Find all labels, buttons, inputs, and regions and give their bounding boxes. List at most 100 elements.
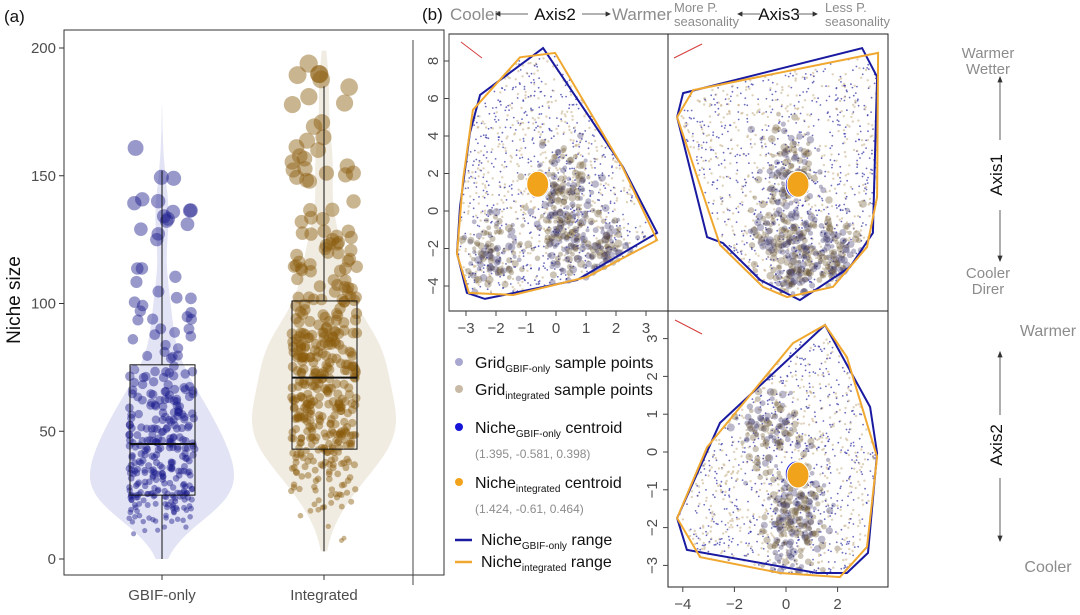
sample-point [854,451,857,454]
sample-point [760,482,763,485]
jitter-point [147,313,159,325]
sample-point [764,142,767,146]
sample-point-dense [788,134,795,142]
jitter-point [306,452,314,461]
sample-point [588,254,592,257]
sample-point [780,105,783,108]
sample-point [488,273,491,276]
sample-point [594,128,597,132]
jitter-point [155,323,167,335]
direction-arrow-icon [460,41,483,59]
sample-point [738,423,740,425]
jitter-point [173,504,180,511]
sample-point [718,438,721,442]
sample-point [802,91,805,93]
sample-point [502,146,504,149]
sample-point [712,202,715,205]
sample-point [767,79,770,81]
jitter-point [311,338,322,350]
sample-point [496,202,499,206]
jitter-point [339,158,355,174]
sample-point [821,373,824,377]
sample-point [860,225,863,228]
sample-point [522,275,525,278]
sample-point [708,468,712,471]
sample-point [768,483,771,485]
jitter-point [298,352,309,363]
sample-point [729,151,732,155]
sample-point [716,156,719,160]
sample-point [736,94,739,97]
sample-point [756,166,759,169]
jitter-point [180,517,186,523]
jitter-point [158,470,166,478]
sample-point [477,164,480,166]
sample-point [808,363,811,366]
sample-point [538,280,541,282]
sample-point [614,238,617,241]
sample-point [478,161,481,164]
sample-point [726,528,729,531]
sample-point [722,89,725,93]
sample-point [473,124,475,127]
jitter-point [346,194,361,209]
sample-point [728,494,730,497]
sample-point [740,249,743,252]
sample-point [494,232,497,235]
sample-point [569,208,572,211]
sample-point [495,111,498,114]
sample-point [822,447,825,451]
scatter-panel-axis3-axis1 [673,43,880,302]
sample-point [864,108,867,111]
centroid-integrated [786,170,810,198]
jitter-point [320,444,329,453]
sample-point [524,173,527,176]
sample-point [685,125,688,127]
sample-point [865,167,868,170]
sample-point [604,156,606,158]
sample-point [862,183,865,187]
jitter-point [343,252,357,266]
jitter-point [316,416,325,426]
sample-point [745,181,747,184]
sample-point [698,502,701,505]
jitter-point [303,258,317,271]
sample-point [709,158,713,161]
sample-point [586,226,589,229]
sample-point-dense [790,246,797,253]
jitter-point [339,538,344,544]
sample-point [523,278,526,281]
sample-point [553,253,556,256]
sample-point [717,87,719,89]
sample-point [732,450,736,454]
sample-point [535,226,539,229]
sample-point [539,153,542,156]
sample-point-dense [511,234,517,241]
jitter-point [152,500,159,507]
sample-point [741,516,744,519]
sample-point-dense [484,217,490,223]
jitter-point [326,419,335,428]
sample-point [844,132,846,135]
sample-point [830,550,832,553]
sample-point [493,90,496,93]
sample-point [857,545,860,548]
sample-point [873,82,876,85]
sample-point [696,494,699,497]
sample-point [514,86,517,88]
sample-point [505,152,507,155]
sample-point [801,375,804,377]
sample-point-dense [835,254,843,262]
jitter-point [342,464,350,472]
sample-point-dense [567,160,572,166]
sample-point-dense [845,207,850,213]
jitter-point [300,341,311,352]
jitter-point [149,436,158,445]
sample-point [767,125,770,127]
sample-point [497,282,500,284]
sample-point [560,112,563,115]
sample-point [811,419,815,423]
sample-point [828,340,831,343]
sample-point [495,208,498,211]
sample-point [474,250,477,254]
